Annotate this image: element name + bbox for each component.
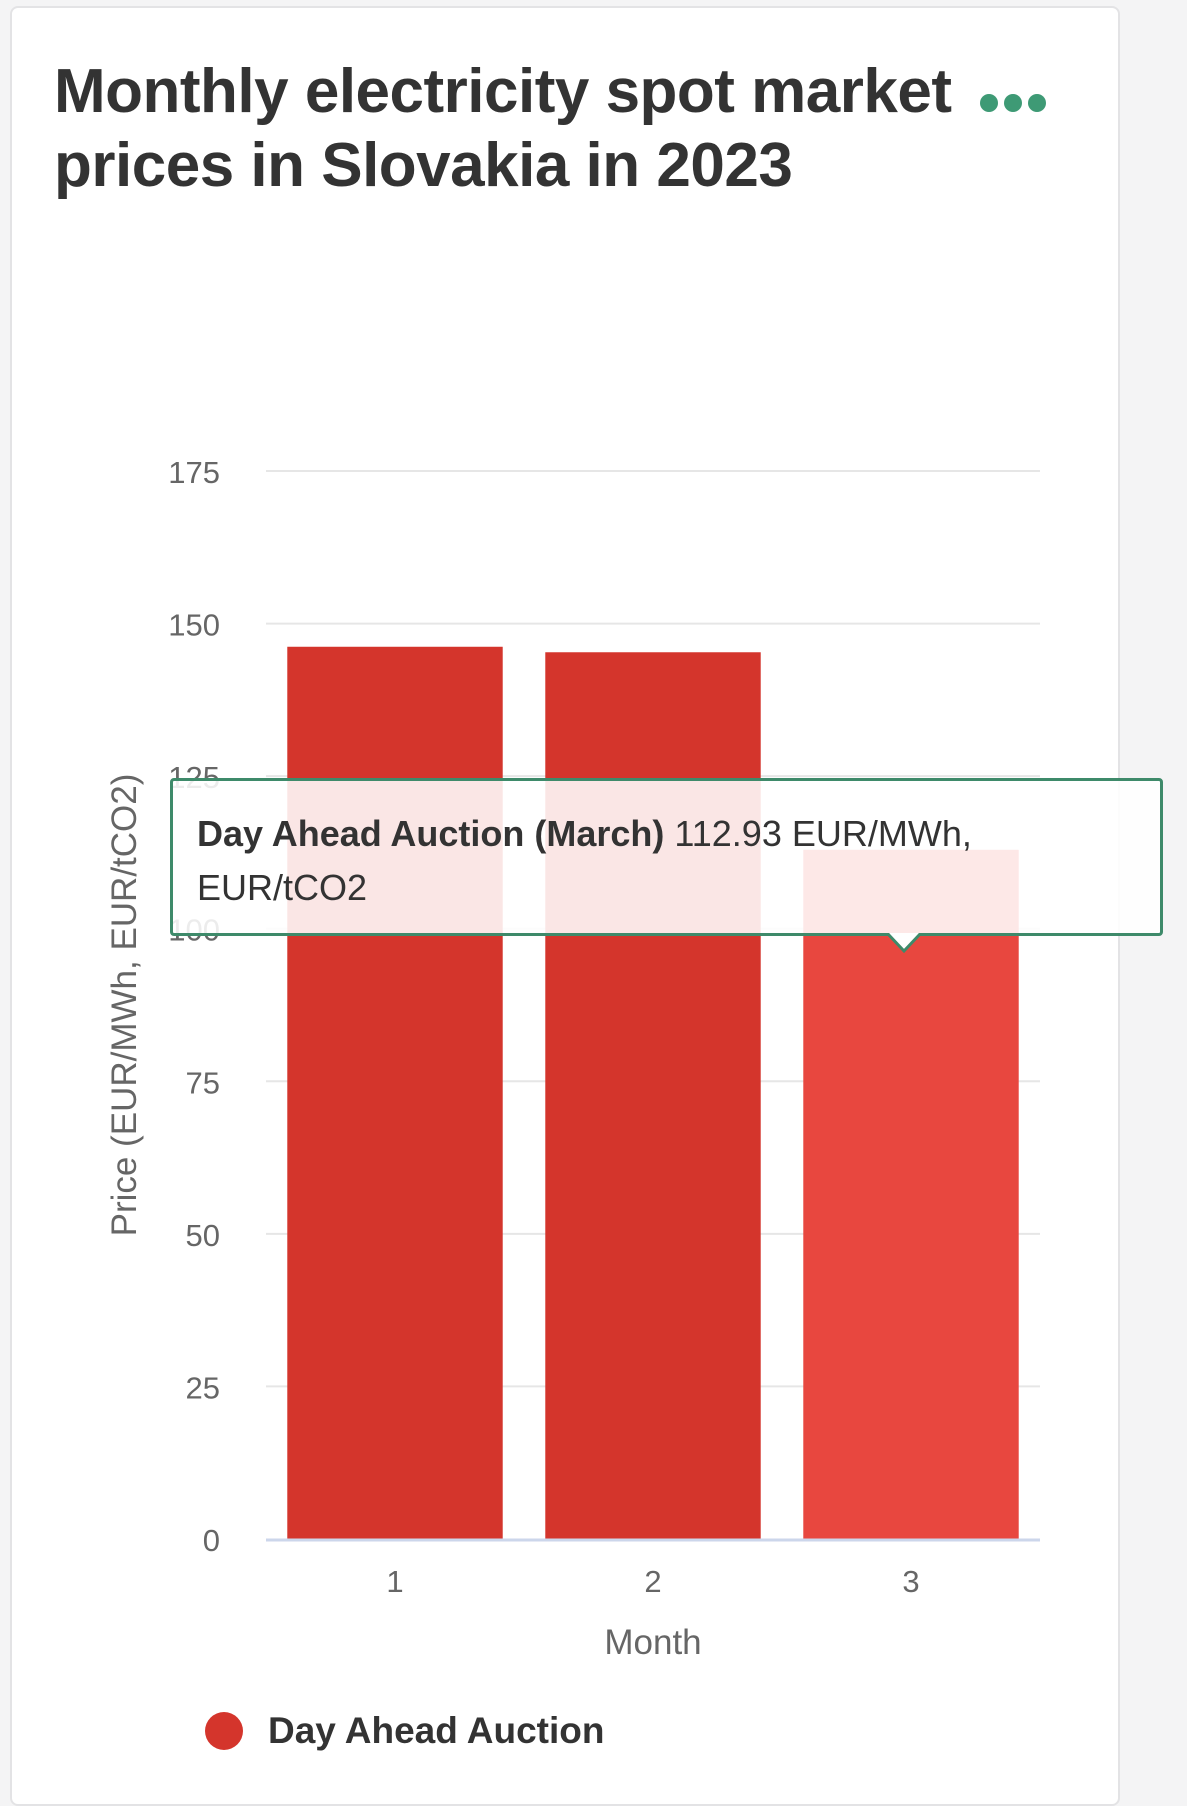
x-tick-label: 3 [902, 1564, 919, 1599]
x-tick-label: 2 [644, 1564, 661, 1599]
tooltip-pointer [887, 933, 921, 954]
chart-tooltip: Day Ahead Auction (March) 112.93 EUR/MWh… [170, 778, 1163, 936]
ellipsis-icon [1028, 94, 1046, 112]
tooltip-value: 112.93 EUR/MWh, EUR/tCO2 [197, 813, 972, 908]
y-tick-label: 175 [168, 455, 220, 490]
legend-item-day-ahead-auction[interactable]: Day Ahead Auction [205, 1710, 604, 1752]
y-tick-label: 0 [203, 1523, 220, 1558]
x-axis-title: Month [604, 1623, 701, 1662]
y-tick-label: 150 [168, 608, 220, 643]
chart-menu-button[interactable] [980, 88, 1060, 118]
bar[interactable] [803, 849, 1019, 1539]
y-axis-title: Price (EUR/MWh, EUR/tCO2) [105, 774, 144, 1237]
chart-title: Monthly electricity spot market prices i… [54, 57, 952, 200]
tooltip-series-label: Day Ahead Auction (March) [197, 813, 665, 854]
x-tick-label: 1 [386, 1564, 403, 1599]
legend-label: Day Ahead Auction [268, 1710, 605, 1751]
legend-swatch [205, 1712, 243, 1750]
y-tick-label: 75 [186, 1065, 220, 1100]
ellipsis-icon [1004, 94, 1022, 112]
ellipsis-icon [980, 94, 998, 112]
y-tick-label: 25 [186, 1370, 220, 1405]
y-tick-label: 50 [186, 1218, 220, 1253]
